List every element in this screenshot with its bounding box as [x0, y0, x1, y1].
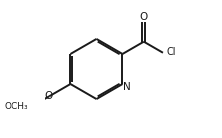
Text: OCH₃: OCH₃ [4, 102, 28, 111]
Text: Cl: Cl [166, 47, 176, 57]
Text: N: N [123, 82, 131, 92]
Text: O: O [44, 91, 53, 101]
Text: O: O [140, 12, 148, 22]
